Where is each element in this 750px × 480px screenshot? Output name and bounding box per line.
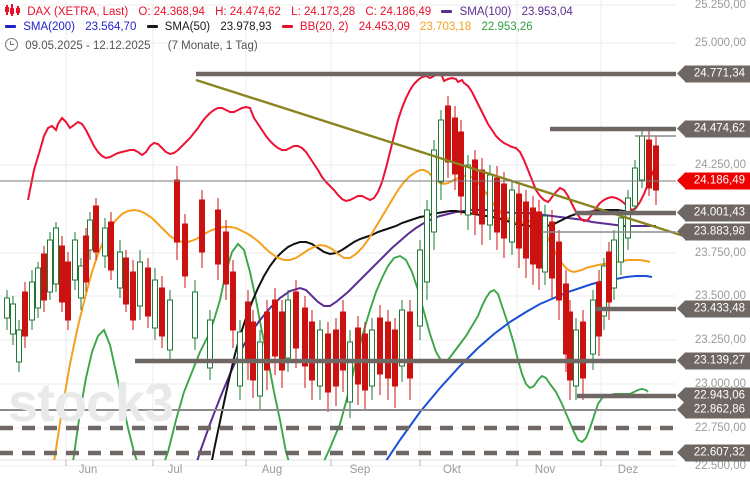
x-tick-label: Jun xyxy=(78,464,98,476)
series-bb-upper xyxy=(27,72,657,223)
x-tick-marks xyxy=(65,460,602,466)
x-tick-label: Jul xyxy=(167,464,183,476)
series-bb-lower xyxy=(72,242,649,460)
y-tick-label: 23.000,00 xyxy=(694,378,746,390)
y-tick-label: 25.000,00 xyxy=(694,37,746,49)
price-flag-last[interactable]: 24.186,49 xyxy=(676,172,750,190)
price-flag-support[interactable]: 22.862,86 xyxy=(676,401,750,419)
y-tick-label: 25.250,00 xyxy=(694,0,746,11)
candlestick-series xyxy=(4,96,659,418)
x-tick-label: Aug xyxy=(261,464,283,476)
y-tick-label: 24.250,00 xyxy=(694,159,746,171)
price-flag-support[interactable]: 22.943,06 xyxy=(676,387,750,405)
x-tick-label: Okt xyxy=(443,464,461,476)
x-tick-label: Dez xyxy=(617,464,639,476)
y-tick-label: 22.750,00 xyxy=(694,422,746,434)
price-flag-support[interactable]: 23.433,48 xyxy=(676,300,750,318)
price-flag-support[interactable]: 23.883,98 xyxy=(676,223,750,241)
watermark: stock3 xyxy=(8,373,174,433)
y-tick-label: 23.750,00 xyxy=(694,247,746,259)
price-level-lines[interactable] xyxy=(0,71,676,456)
x-tick-label: Nov xyxy=(534,464,556,476)
x-tick-label: Sep xyxy=(349,464,371,476)
y-tick-label: 23.250,00 xyxy=(694,334,746,346)
y-tick-label: 22.500,00 xyxy=(694,460,746,472)
price-flag-resistance[interactable]: 24.771,34 xyxy=(676,65,750,83)
series-sma200 xyxy=(385,275,653,460)
price-flag-support[interactable]: 23.139,27 xyxy=(676,352,750,370)
price-flag-resistance[interactable]: 24.001,43 xyxy=(676,204,750,222)
y-tick-label: 23.500,00 xyxy=(694,290,746,302)
price-flag-resistance[interactable]: 24.474,62 xyxy=(676,120,750,138)
price-flag-support[interactable]: 22.607,32 xyxy=(676,444,750,462)
